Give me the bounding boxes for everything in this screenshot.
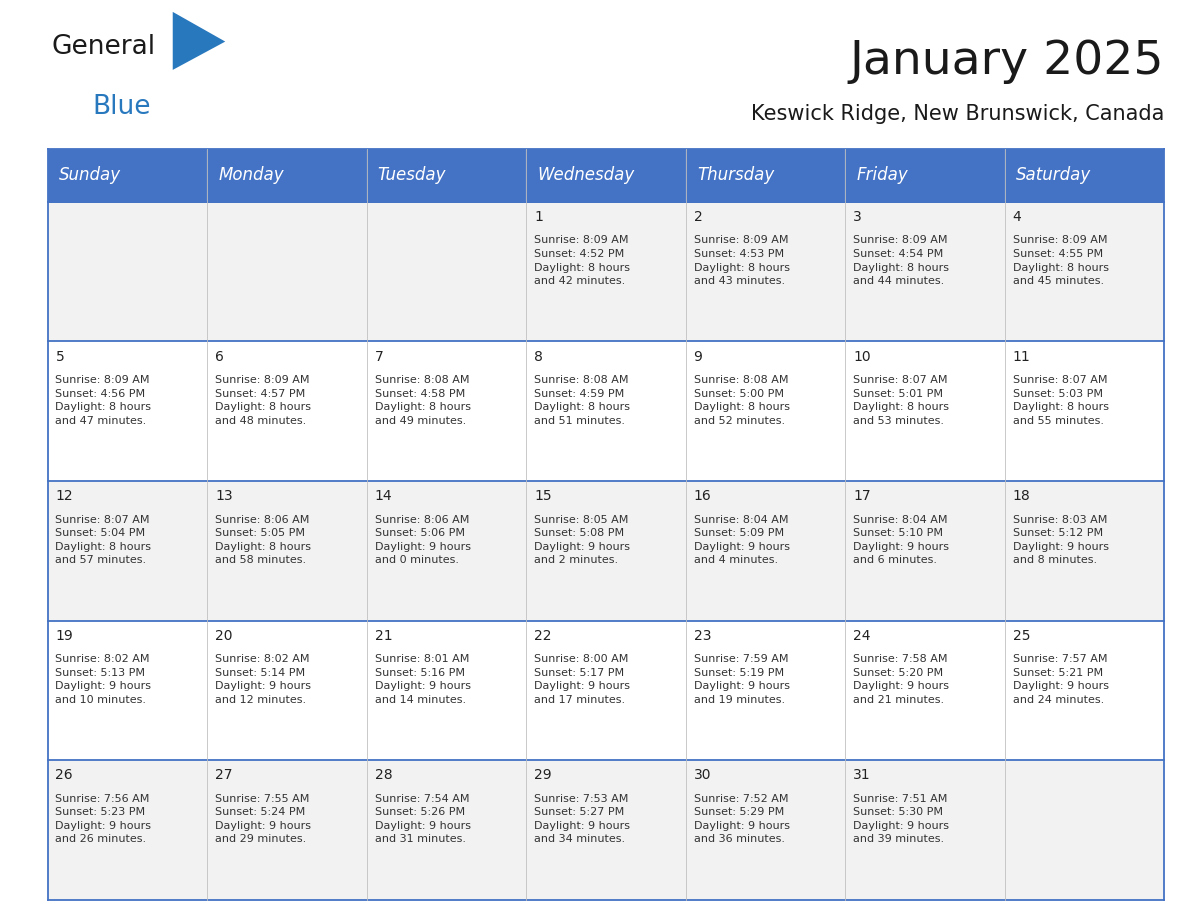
Text: 6: 6 (215, 350, 223, 364)
Text: Sunrise: 8:09 AM
Sunset: 4:54 PM
Daylight: 8 hours
and 44 minutes.: Sunrise: 8:09 AM Sunset: 4:54 PM Dayligh… (853, 235, 949, 286)
Text: Sunrise: 8:07 AM
Sunset: 5:04 PM
Daylight: 8 hours
and 57 minutes.: Sunrise: 8:07 AM Sunset: 5:04 PM Dayligh… (56, 514, 152, 565)
Text: Sunrise: 8:09 AM
Sunset: 4:55 PM
Daylight: 8 hours
and 45 minutes.: Sunrise: 8:09 AM Sunset: 4:55 PM Dayligh… (1012, 235, 1108, 286)
Text: 30: 30 (694, 768, 712, 782)
Text: Saturday: Saturday (1016, 166, 1091, 185)
Text: Sunrise: 8:01 AM
Sunset: 5:16 PM
Daylight: 9 hours
and 14 minutes.: Sunrise: 8:01 AM Sunset: 5:16 PM Dayligh… (374, 654, 470, 705)
Text: Sunday: Sunday (58, 166, 121, 185)
Text: 17: 17 (853, 489, 871, 503)
Text: 19: 19 (56, 629, 74, 643)
Text: 14: 14 (374, 489, 392, 503)
Text: 9: 9 (694, 350, 702, 364)
Text: 8: 8 (535, 350, 543, 364)
Text: Sunrise: 7:51 AM
Sunset: 5:30 PM
Daylight: 9 hours
and 39 minutes.: Sunrise: 7:51 AM Sunset: 5:30 PM Dayligh… (853, 793, 949, 845)
Text: 1: 1 (535, 210, 543, 224)
Text: 18: 18 (1012, 489, 1030, 503)
Text: Sunrise: 8:02 AM
Sunset: 5:14 PM
Daylight: 9 hours
and 12 minutes.: Sunrise: 8:02 AM Sunset: 5:14 PM Dayligh… (215, 654, 311, 705)
Text: 10: 10 (853, 350, 871, 364)
Text: Sunrise: 8:09 AM
Sunset: 4:53 PM
Daylight: 8 hours
and 43 minutes.: Sunrise: 8:09 AM Sunset: 4:53 PM Dayligh… (694, 235, 790, 286)
Text: January 2025: January 2025 (849, 39, 1164, 84)
Text: Sunrise: 8:06 AM
Sunset: 5:06 PM
Daylight: 9 hours
and 0 minutes.: Sunrise: 8:06 AM Sunset: 5:06 PM Dayligh… (374, 514, 470, 565)
Text: 3: 3 (853, 210, 862, 224)
Text: 26: 26 (56, 768, 74, 782)
Text: 20: 20 (215, 629, 233, 643)
Text: 12: 12 (56, 489, 74, 503)
Text: 7: 7 (374, 350, 384, 364)
Text: Wednesday: Wednesday (537, 166, 634, 185)
Text: Friday: Friday (857, 166, 908, 185)
Text: 13: 13 (215, 489, 233, 503)
Text: 23: 23 (694, 629, 712, 643)
Text: Sunrise: 8:07 AM
Sunset: 5:03 PM
Daylight: 8 hours
and 55 minutes.: Sunrise: 8:07 AM Sunset: 5:03 PM Dayligh… (1012, 375, 1108, 426)
Text: Sunrise: 8:02 AM
Sunset: 5:13 PM
Daylight: 9 hours
and 10 minutes.: Sunrise: 8:02 AM Sunset: 5:13 PM Dayligh… (56, 654, 152, 705)
Text: 5: 5 (56, 350, 64, 364)
Text: Sunrise: 7:59 AM
Sunset: 5:19 PM
Daylight: 9 hours
and 19 minutes.: Sunrise: 7:59 AM Sunset: 5:19 PM Dayligh… (694, 654, 790, 705)
Text: 27: 27 (215, 768, 233, 782)
Text: Sunrise: 8:06 AM
Sunset: 5:05 PM
Daylight: 8 hours
and 58 minutes.: Sunrise: 8:06 AM Sunset: 5:05 PM Dayligh… (215, 514, 311, 565)
Text: Sunrise: 7:57 AM
Sunset: 5:21 PM
Daylight: 9 hours
and 24 minutes.: Sunrise: 7:57 AM Sunset: 5:21 PM Dayligh… (1012, 654, 1108, 705)
Text: 15: 15 (535, 489, 551, 503)
Text: Tuesday: Tuesday (378, 166, 447, 185)
Text: 22: 22 (535, 629, 551, 643)
Text: Sunrise: 7:56 AM
Sunset: 5:23 PM
Daylight: 9 hours
and 26 minutes.: Sunrise: 7:56 AM Sunset: 5:23 PM Dayligh… (56, 793, 152, 845)
Text: Sunrise: 8:04 AM
Sunset: 5:09 PM
Daylight: 9 hours
and 4 minutes.: Sunrise: 8:04 AM Sunset: 5:09 PM Dayligh… (694, 514, 790, 565)
Polygon shape (172, 12, 226, 70)
Text: 16: 16 (694, 489, 712, 503)
Text: 11: 11 (1012, 350, 1030, 364)
Text: Sunrise: 8:05 AM
Sunset: 5:08 PM
Daylight: 9 hours
and 2 minutes.: Sunrise: 8:05 AM Sunset: 5:08 PM Dayligh… (535, 514, 630, 565)
Text: Blue: Blue (91, 94, 151, 120)
Text: 28: 28 (374, 768, 392, 782)
Text: 25: 25 (1012, 629, 1030, 643)
Text: Sunrise: 8:00 AM
Sunset: 5:17 PM
Daylight: 9 hours
and 17 minutes.: Sunrise: 8:00 AM Sunset: 5:17 PM Dayligh… (535, 654, 630, 705)
Text: 29: 29 (535, 768, 551, 782)
Text: Sunrise: 7:52 AM
Sunset: 5:29 PM
Daylight: 9 hours
and 36 minutes.: Sunrise: 7:52 AM Sunset: 5:29 PM Dayligh… (694, 793, 790, 845)
Text: Sunrise: 8:09 AM
Sunset: 4:52 PM
Daylight: 8 hours
and 42 minutes.: Sunrise: 8:09 AM Sunset: 4:52 PM Dayligh… (535, 235, 630, 286)
Text: Sunrise: 7:58 AM
Sunset: 5:20 PM
Daylight: 9 hours
and 21 minutes.: Sunrise: 7:58 AM Sunset: 5:20 PM Dayligh… (853, 654, 949, 705)
Text: Sunrise: 8:04 AM
Sunset: 5:10 PM
Daylight: 9 hours
and 6 minutes.: Sunrise: 8:04 AM Sunset: 5:10 PM Dayligh… (853, 514, 949, 565)
Text: 31: 31 (853, 768, 871, 782)
Text: Thursday: Thursday (697, 166, 775, 185)
Text: Sunrise: 8:09 AM
Sunset: 4:56 PM
Daylight: 8 hours
and 47 minutes.: Sunrise: 8:09 AM Sunset: 4:56 PM Dayligh… (56, 375, 152, 426)
Text: 24: 24 (853, 629, 871, 643)
Text: Monday: Monday (219, 166, 284, 185)
Text: 2: 2 (694, 210, 702, 224)
Text: Sunrise: 8:08 AM
Sunset: 4:59 PM
Daylight: 8 hours
and 51 minutes.: Sunrise: 8:08 AM Sunset: 4:59 PM Dayligh… (535, 375, 630, 426)
Text: Sunrise: 7:53 AM
Sunset: 5:27 PM
Daylight: 9 hours
and 34 minutes.: Sunrise: 7:53 AM Sunset: 5:27 PM Dayligh… (535, 793, 630, 845)
Text: Sunrise: 7:54 AM
Sunset: 5:26 PM
Daylight: 9 hours
and 31 minutes.: Sunrise: 7:54 AM Sunset: 5:26 PM Dayligh… (374, 793, 470, 845)
Text: Sunrise: 8:03 AM
Sunset: 5:12 PM
Daylight: 9 hours
and 8 minutes.: Sunrise: 8:03 AM Sunset: 5:12 PM Dayligh… (1012, 514, 1108, 565)
Text: Keswick Ridge, New Brunswick, Canada: Keswick Ridge, New Brunswick, Canada (751, 104, 1164, 124)
Text: Sunrise: 7:55 AM
Sunset: 5:24 PM
Daylight: 9 hours
and 29 minutes.: Sunrise: 7:55 AM Sunset: 5:24 PM Dayligh… (215, 793, 311, 845)
Text: General: General (51, 35, 156, 61)
Text: 21: 21 (374, 629, 392, 643)
Text: Sunrise: 8:08 AM
Sunset: 5:00 PM
Daylight: 8 hours
and 52 minutes.: Sunrise: 8:08 AM Sunset: 5:00 PM Dayligh… (694, 375, 790, 426)
Text: 4: 4 (1012, 210, 1022, 224)
Text: Sunrise: 8:09 AM
Sunset: 4:57 PM
Daylight: 8 hours
and 48 minutes.: Sunrise: 8:09 AM Sunset: 4:57 PM Dayligh… (215, 375, 311, 426)
Text: Sunrise: 8:08 AM
Sunset: 4:58 PM
Daylight: 8 hours
and 49 minutes.: Sunrise: 8:08 AM Sunset: 4:58 PM Dayligh… (374, 375, 470, 426)
Text: Sunrise: 8:07 AM
Sunset: 5:01 PM
Daylight: 8 hours
and 53 minutes.: Sunrise: 8:07 AM Sunset: 5:01 PM Dayligh… (853, 375, 949, 426)
